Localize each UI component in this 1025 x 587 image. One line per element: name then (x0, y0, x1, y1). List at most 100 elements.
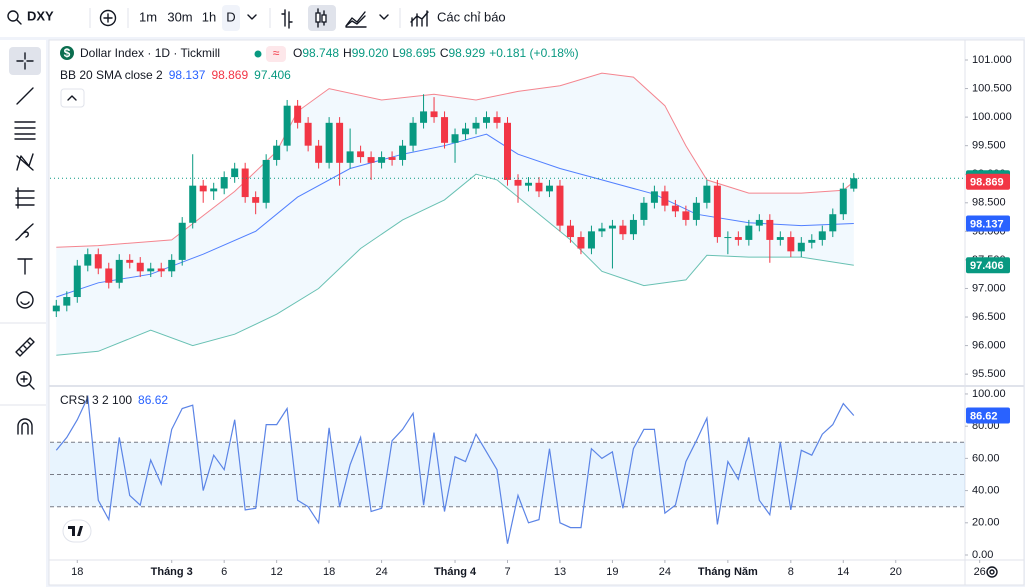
candle-body (797, 242, 805, 252)
lines-tool[interactable] (14, 121, 36, 140)
ohlc-key: L (392, 46, 399, 60)
status-badge (266, 46, 286, 62)
interval-menu[interactable] (247, 14, 257, 20)
candle-body (147, 268, 155, 272)
candle-body (63, 297, 71, 306)
bar-style-button[interactable] (281, 9, 293, 29)
candle-body (598, 228, 606, 232)
rsi-title: CRSI 3 2 100 (60, 393, 132, 407)
candle-body (357, 151, 365, 158)
candle-body (315, 145, 323, 163)
rsi-legend: CRSI 3 2 100 86.62 (60, 393, 168, 407)
tradingview-logo (62, 519, 92, 543)
candle-body (776, 237, 784, 240)
crosshair-tool[interactable] (16, 52, 34, 70)
y-tick-label: 20.00 (972, 517, 1000, 529)
interval[interactable]: 1h (202, 9, 216, 24)
area-style-button[interactable] (345, 11, 367, 28)
y-tick-label: 96.000 (972, 339, 1006, 351)
price-label: 97.406 (970, 260, 1004, 272)
indicators-button[interactable]: Các chỉ báo (437, 9, 506, 24)
candle-style-icon (321, 14, 327, 23)
candle-body (409, 122, 417, 146)
interval[interactable]: 30m (167, 9, 192, 24)
y-tick-label: 98.500 (972, 197, 1006, 209)
candle-body (535, 182, 543, 192)
y-tick-label: 95.500 (972, 368, 1006, 380)
price-label-bg (966, 407, 1010, 424)
style-menu[interactable] (379, 14, 389, 20)
candle-body (661, 191, 669, 206)
x-tick-label: 8 (788, 566, 794, 578)
collapse-legend[interactable] (60, 88, 85, 108)
candle-body (577, 237, 585, 249)
candle-body (84, 254, 92, 266)
x-tick-label: 26 (974, 566, 986, 578)
trend-line-tool[interactable] (16, 87, 34, 105)
symbol-logo-text: $ (64, 46, 71, 60)
price-label: 86.62 (970, 410, 998, 422)
y-tick-label: 101.000 (972, 54, 1012, 66)
y-tick-label: 99.500 (972, 140, 1006, 152)
candle-body (294, 105, 302, 123)
indicator-label: BB 20 SMA close 2 (60, 68, 163, 82)
emoji-tool (20, 301, 30, 305)
x-tick-label: 12 (271, 566, 283, 578)
x-tick-label: 24 (659, 566, 671, 578)
zoom-tool[interactable] (16, 371, 32, 387)
candle-body (524, 182, 532, 186)
emoji-tool[interactable] (16, 291, 34, 309)
symbol-search[interactable]: DXY (7, 8, 54, 25)
candle-body (766, 219, 774, 240)
x-tick-label: 14 (837, 566, 849, 578)
left-toolbar (0, 40, 46, 587)
candle-body (619, 225, 627, 235)
candle-body (273, 145, 281, 160)
ohlc-key: H (343, 46, 352, 60)
candle-body (94, 254, 102, 269)
x-tick-label: 6 (221, 566, 227, 578)
fib-tool[interactable] (15, 187, 35, 209)
x-tick-label: 13 (554, 566, 566, 578)
price-label-bg (966, 215, 1010, 232)
active-tool-bg (9, 47, 41, 75)
interval[interactable]: 1m (139, 9, 157, 24)
candle-body (545, 185, 553, 192)
candle-body (378, 157, 386, 163)
indicators-icon[interactable] (410, 10, 429, 27)
compare-button[interactable] (99, 9, 117, 27)
ohlc-value: 98.695 (399, 46, 436, 60)
x-tick-label: 7 (504, 566, 510, 578)
change: +0.181 (+0.18%) (489, 46, 578, 60)
candle-body (388, 157, 396, 160)
ohlc-key: C (440, 46, 449, 60)
candle-body (304, 122, 312, 146)
candle-body (671, 205, 679, 212)
candle-body (157, 268, 165, 272)
ruler-tool[interactable] (15, 337, 35, 357)
y-tick-label: 97.000 (972, 282, 1006, 294)
candle-body (818, 231, 826, 240)
magnet-tool[interactable] (17, 418, 33, 435)
candle-body (650, 191, 658, 203)
symbol[interactable]: DXY (27, 8, 54, 23)
candle-body (692, 202, 700, 220)
settings-button[interactable] (986, 566, 998, 578)
text-tool[interactable] (17, 258, 33, 275)
candle-body (220, 177, 228, 189)
collapse-icon (67, 95, 77, 101)
candle-body (189, 185, 197, 223)
candle-body (483, 117, 491, 123)
price-label: 98.137 (970, 218, 1004, 230)
brush-tool[interactable] (15, 223, 34, 241)
candle-body (808, 239, 816, 243)
pattern-tool[interactable] (16, 153, 34, 171)
x-tick-label: 18 (323, 566, 335, 578)
ohlc-key: O (293, 46, 302, 60)
x-tick-label: Tháng 4 (434, 566, 477, 578)
x-tick-label: Tháng Năm (698, 566, 758, 578)
x-tick-label: 19 (606, 566, 618, 578)
candle-body (462, 128, 470, 135)
interval[interactable]: D (226, 9, 235, 24)
